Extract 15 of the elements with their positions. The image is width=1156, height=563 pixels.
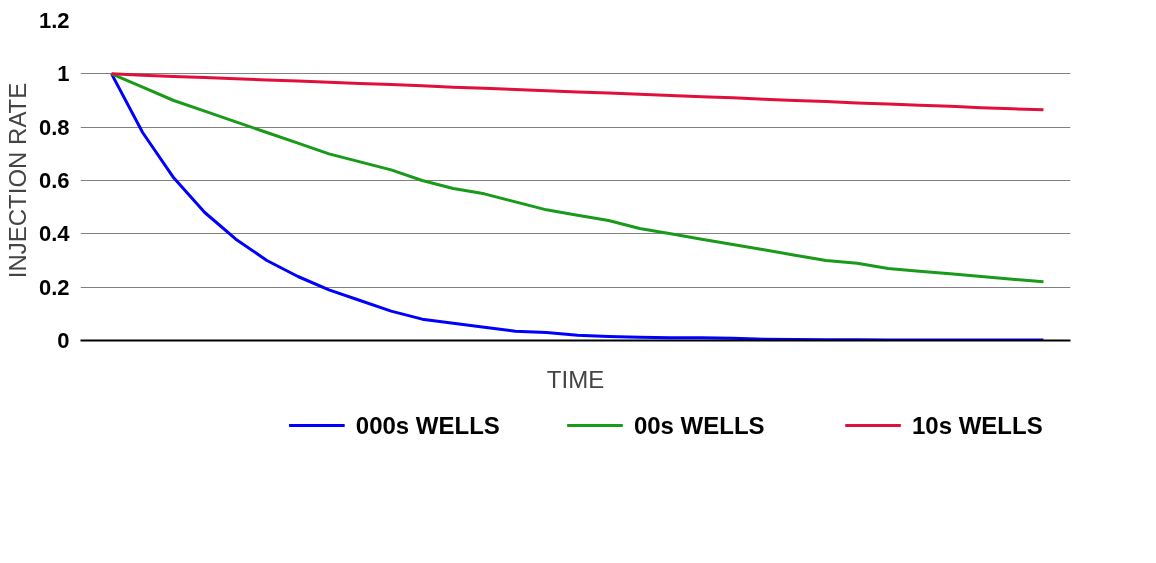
line-series: [110, 72, 1045, 341]
line-series: [110, 72, 1045, 284]
legend-label: 10s WELLS: [911, 412, 1043, 439]
y-axis-title: INJECTION RATE: [3, 82, 31, 279]
line-series: [110, 72, 1045, 112]
y-tick-label: 0.6: [38, 168, 70, 193]
legend-label: 000s WELLS: [355, 412, 500, 439]
y-tick-label: 1: [57, 61, 70, 87]
y-tick-label: 0.8: [38, 114, 70, 140]
y-tick-label: 0: [57, 328, 70, 353]
legend-label: 00s WELLS: [633, 412, 765, 439]
x-axis-title: TIME: [546, 365, 605, 393]
y-tick-label: 0.2: [38, 274, 70, 300]
y-tick-label: 0.4: [38, 221, 71, 247]
y-tick-label: 1.2: [38, 8, 70, 33]
